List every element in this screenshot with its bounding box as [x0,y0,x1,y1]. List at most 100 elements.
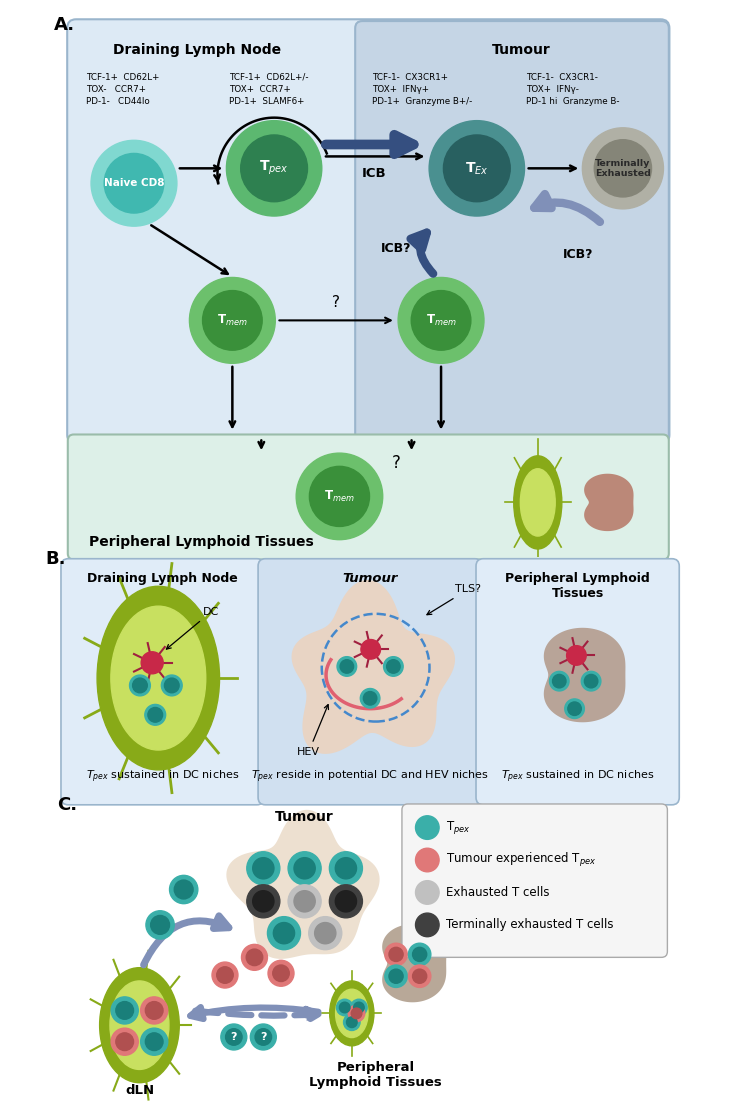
Circle shape [146,910,174,939]
Circle shape [330,851,362,885]
Circle shape [310,466,370,526]
Text: dLN: dLN [125,1084,154,1097]
Circle shape [294,858,316,879]
Text: Terminally
Exhausted: Terminally Exhausted [595,159,651,178]
Text: TLS?: TLS? [427,584,481,614]
Circle shape [415,816,439,839]
Text: T$_{mem}$: T$_{mem}$ [426,313,457,328]
Polygon shape [382,924,446,1003]
Circle shape [344,1014,360,1031]
Circle shape [255,1028,271,1045]
Circle shape [415,913,439,937]
FancyBboxPatch shape [68,434,669,560]
Circle shape [384,657,403,677]
Polygon shape [584,474,633,531]
Circle shape [221,1024,247,1050]
Circle shape [129,674,150,696]
Circle shape [340,660,353,673]
Text: B.: B. [45,550,66,568]
Text: ?: ? [332,295,340,309]
Circle shape [353,1002,364,1013]
Circle shape [385,943,407,966]
Circle shape [585,674,598,688]
Circle shape [253,858,274,879]
Text: Tumour: Tumour [275,810,334,824]
Ellipse shape [336,989,368,1037]
Text: Peripheral
Lymphoid Tissues: Peripheral Lymphoid Tissues [309,1061,442,1089]
Text: TCF-1+  CD62L+/-
TOX+  CCR7+
PD-1+  SLAMF6+: TCF-1+ CD62L+/- TOX+ CCR7+ PD-1+ SLAMF6+ [229,73,309,106]
Text: T$_{pex}$: T$_{pex}$ [446,819,471,836]
Circle shape [91,140,177,226]
FancyBboxPatch shape [258,559,482,805]
Text: Peripheral Lymphoid Tissues: Peripheral Lymphoid Tissues [89,535,313,550]
Ellipse shape [514,456,562,549]
Text: $T_{pex}$ reside in potential DC and HEV niches: $T_{pex}$ reside in potential DC and HEV… [251,769,489,785]
Circle shape [386,660,400,673]
Ellipse shape [110,981,169,1070]
Circle shape [348,1005,365,1022]
Text: ICB?: ICB? [563,248,593,262]
Circle shape [151,916,169,934]
Circle shape [273,923,295,944]
Text: Tumour: Tumour [492,43,551,57]
Text: Draining Lymph Node: Draining Lymph Node [112,43,281,57]
Ellipse shape [520,469,555,536]
Circle shape [398,277,484,363]
Circle shape [409,943,431,966]
Circle shape [165,678,179,692]
Circle shape [309,917,341,949]
Circle shape [412,947,426,962]
Circle shape [550,671,569,691]
Circle shape [202,290,262,351]
Text: Naive CD8: Naive CD8 [103,178,164,188]
Circle shape [111,997,138,1024]
Circle shape [294,890,316,912]
Circle shape [389,947,403,962]
Text: DC: DC [166,607,219,649]
Text: ?: ? [231,1032,237,1042]
FancyBboxPatch shape [402,804,667,957]
Polygon shape [544,628,625,722]
FancyBboxPatch shape [67,19,670,444]
Circle shape [412,969,426,983]
Circle shape [409,965,431,987]
Circle shape [582,128,664,209]
Circle shape [350,999,367,1016]
Polygon shape [226,810,380,959]
Circle shape [116,1002,134,1020]
Ellipse shape [97,587,219,770]
Circle shape [288,851,321,885]
Text: C.: C. [57,796,77,815]
Circle shape [568,702,582,716]
Text: Exhausted T cells: Exhausted T cells [446,886,550,899]
Circle shape [296,453,383,540]
Circle shape [145,705,166,726]
Circle shape [315,923,336,944]
FancyBboxPatch shape [61,559,265,805]
Circle shape [336,999,353,1016]
Circle shape [246,949,263,966]
Text: Draining Lymph Node: Draining Lymph Node [87,572,238,585]
Circle shape [268,917,301,949]
Text: TCF-1-  CX3CR1-
TOX+  IFNγ-
PD-1 hi  Granzyme B-: TCF-1- CX3CR1- TOX+ IFNγ- PD-1 hi Granzy… [525,73,619,106]
Circle shape [146,1002,163,1020]
Text: Tumour: Tumour [342,572,398,585]
Circle shape [330,885,362,918]
Text: T$_{Ex}$: T$_{Ex}$ [465,160,488,177]
Circle shape [385,965,407,987]
Circle shape [111,1028,138,1055]
Circle shape [148,708,163,722]
Circle shape [411,290,471,351]
Text: ?: ? [392,454,401,472]
Circle shape [217,967,234,983]
Circle shape [567,646,586,666]
Circle shape [268,961,294,986]
Circle shape [415,880,439,904]
Circle shape [212,962,238,988]
Circle shape [247,851,280,885]
Circle shape [336,890,356,912]
Circle shape [364,691,377,705]
Circle shape [251,1024,276,1050]
Circle shape [415,848,439,871]
Text: T$_{pex}$: T$_{pex}$ [259,159,289,177]
